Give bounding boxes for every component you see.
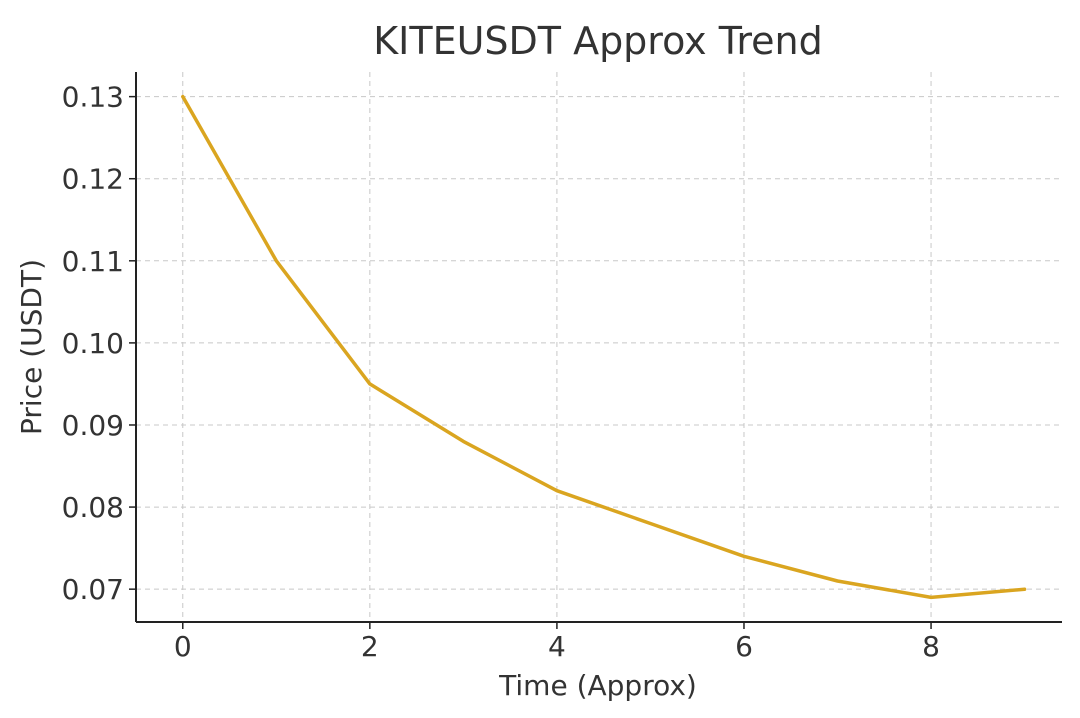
x-tick-label: 8 xyxy=(922,630,940,663)
axes xyxy=(135,72,1062,623)
x-tick-label: 2 xyxy=(361,630,379,663)
y-tick-label: 0.10 xyxy=(62,327,124,360)
y-tick-label: 0.12 xyxy=(62,163,124,196)
series-line xyxy=(181,94,1027,600)
tick-marks xyxy=(129,95,932,629)
series-group xyxy=(181,94,1027,600)
chart-title: KITEUSDT Approx Trend xyxy=(373,19,823,63)
y-tick-label: 0.11 xyxy=(62,245,124,278)
y-axis-label: Price (USDT) xyxy=(15,259,48,435)
y-tick-label: 0.08 xyxy=(62,491,124,524)
tick-labels: 0.07 0.08 0.09 0.10 0.11 0.12 0.13 0 2 4 6 8 xyxy=(62,81,940,663)
x-axis-label: Time (Approx) xyxy=(498,669,697,702)
y-tick-label: 0.13 xyxy=(62,81,124,114)
x-tick-label: 6 xyxy=(735,630,753,663)
x-tick-label: 0 xyxy=(174,630,192,663)
x-tick-label: 4 xyxy=(548,630,566,663)
y-tick-label: 0.07 xyxy=(62,573,124,606)
y-tick-label: 0.09 xyxy=(62,409,124,442)
